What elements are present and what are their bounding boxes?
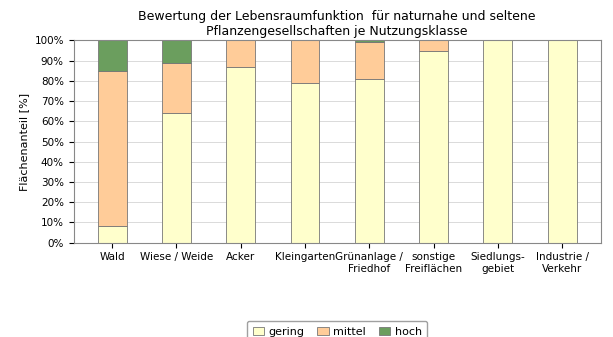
Bar (226, 40, 255, 67)
Bar (162, 40, 191, 63)
Bar (226, 67, 255, 243)
Bar (97, 71, 127, 226)
Bar (355, 79, 384, 243)
Bar (547, 40, 577, 243)
Bar (419, 51, 448, 243)
Bar (162, 63, 191, 113)
Bar (162, 113, 191, 243)
Bar (291, 40, 319, 83)
Bar (97, 226, 127, 243)
Bar (355, 40, 384, 42)
Bar (291, 83, 319, 243)
Bar (97, 40, 127, 71)
Bar (355, 42, 384, 79)
Legend: gering, mittel, hoch: gering, mittel, hoch (247, 321, 427, 337)
Title: Bewertung der Lebensraumfunktion  für naturnahe und seltene
Pflanzengesellschaft: Bewertung der Lebensraumfunktion für nat… (139, 10, 536, 38)
Y-axis label: Flächenanteil [%]: Flächenanteil [%] (19, 92, 29, 191)
Bar (484, 40, 512, 243)
Bar (419, 40, 448, 51)
